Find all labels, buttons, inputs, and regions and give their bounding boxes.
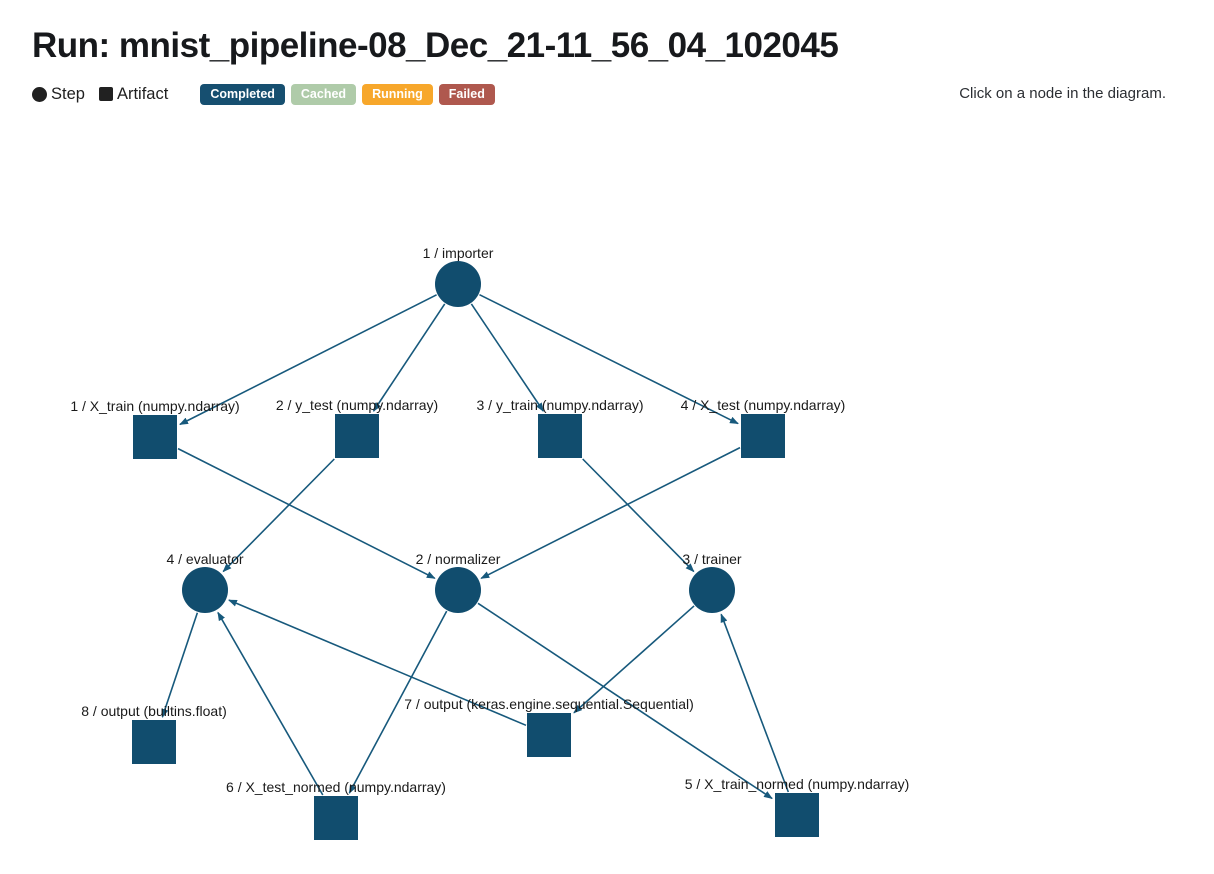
node-label-trainer: 3 / trainer — [682, 551, 741, 567]
edge-x_train_normed-to-trainer — [720, 613, 790, 793]
edge-y_train-to-trainer — [582, 458, 695, 573]
status-badge-failed: Failed — [438, 83, 495, 105]
dag-nodes: 1 / importer 1 / X_train (numpy.ndarray) 2… — [70, 245, 909, 840]
status-badge-cached: Cached — [290, 83, 357, 105]
node-output_float-artifact[interactable] — [132, 720, 176, 764]
edge-y_test-to-evaluator — [222, 458, 335, 573]
legend-step: Step — [32, 85, 85, 104]
edge-importer-to-y_train — [470, 303, 544, 412]
edge-output_model-to-evaluator — [228, 599, 527, 727]
edge-evaluator-to-output_float — [161, 612, 199, 718]
node-label-evaluator: 4 / evaluator — [166, 551, 243, 567]
node-x_train_normed-artifact[interactable] — [775, 793, 819, 837]
node-label-output_float: 8 / output (builtins.float) — [81, 703, 227, 719]
legend: Step Artifact Completed Cached Running Fail… — [32, 82, 495, 106]
node-label-x_train_normed: 5 / X_train_normed (numpy.ndarray) — [685, 776, 910, 792]
node-label-x_train: 1 / X_train (numpy.ndarray) — [70, 398, 239, 414]
node-label-y_test: 2 / y_test (numpy.ndarray) — [276, 397, 438, 413]
node-label-normalizer: 2 / normalizer — [416, 551, 501, 567]
legend-artifact-label: Artifact — [116, 84, 169, 103]
node-label-y_train: 3 / y_train (numpy.ndarray) — [476, 397, 643, 413]
node-x_train-artifact[interactable] — [133, 415, 177, 459]
node-label-output_model: 7 / output (keras.engine.sequential.Sequ… — [404, 696, 694, 712]
edge-x_train-to-normalizer — [177, 447, 436, 579]
edge-importer-to-x_test — [479, 293, 739, 425]
artifact-square-icon — [98, 87, 113, 101]
node-label-x_test: 4 / X_test (numpy.ndarray) — [681, 397, 846, 413]
node-x_test_normed-artifact[interactable] — [314, 796, 358, 840]
node-y_test-artifact[interactable] — [335, 414, 379, 458]
edge-trainer-to-output_model — [573, 605, 695, 714]
edge-importer-to-x_train — [179, 294, 437, 426]
edge-x_test_normed-to-evaluator — [217, 611, 324, 796]
legend-step-label: Step — [51, 84, 85, 103]
step-circle-icon — [32, 86, 47, 102]
edge-importer-to-y_test — [372, 303, 446, 412]
legend-artifact: Artifact — [98, 84, 169, 104]
dag-edges — [161, 293, 790, 800]
node-output_model-artifact[interactable] — [527, 713, 571, 757]
diagram-hint: Click on a node in the diagram. — [959, 85, 1166, 102]
status-badges: Completed Cached Running Failed — [200, 83, 495, 105]
node-trainer-step[interactable] — [689, 567, 735, 613]
edge-normalizer-to-x_test_normed — [348, 610, 448, 794]
edge-normalizer-to-x_train_normed — [477, 602, 773, 800]
node-label-importer: 1 / importer — [423, 245, 494, 261]
status-badge-running: Running — [362, 83, 433, 105]
edge-x_test-to-normalizer — [480, 446, 741, 579]
status-badge-completed: Completed — [200, 83, 285, 105]
page-title: Run: mnist_pipeline-08_Dec_21-11_56_04_1… — [32, 26, 839, 65]
node-y_train-artifact[interactable] — [538, 414, 582, 458]
node-normalizer-step[interactable] — [435, 567, 481, 613]
node-evaluator-step[interactable] — [182, 567, 228, 613]
node-label-x_test_normed: 6 / X_test_normed (numpy.ndarray) — [226, 779, 446, 795]
node-x_test-artifact[interactable] — [741, 414, 785, 458]
node-importer-step[interactable] — [435, 261, 481, 307]
